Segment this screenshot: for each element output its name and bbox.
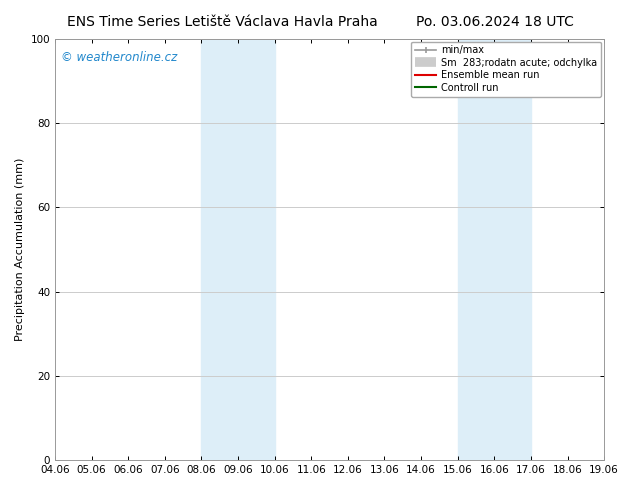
Text: ENS Time Series Letiště Václava Havla Praha: ENS Time Series Letiště Václava Havla Pr… <box>67 15 377 29</box>
Bar <box>202 39 275 460</box>
Text: © weatheronline.cz: © weatheronline.cz <box>60 51 177 64</box>
Text: Po. 03.06.2024 18 UTC: Po. 03.06.2024 18 UTC <box>415 15 574 29</box>
Legend: min/max, Sm  283;rodatn acute; odchylka, Ensemble mean run, Controll run: min/max, Sm 283;rodatn acute; odchylka, … <box>411 42 601 97</box>
Bar <box>458 39 531 460</box>
Y-axis label: Precipitation Accumulation (mm): Precipitation Accumulation (mm) <box>15 158 25 341</box>
